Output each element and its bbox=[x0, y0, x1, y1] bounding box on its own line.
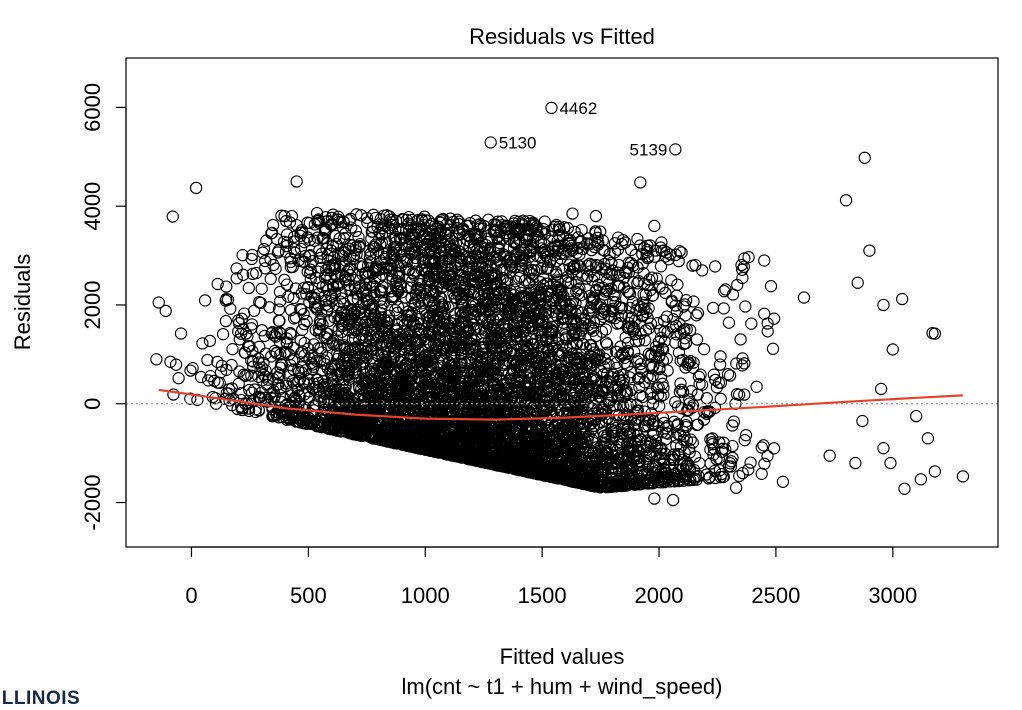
outlier-point bbox=[189, 181, 203, 195]
labeled-point bbox=[484, 136, 497, 149]
outlier-point bbox=[898, 482, 911, 495]
data-points bbox=[150, 101, 970, 507]
outlier-point bbox=[708, 260, 722, 273]
x-tick-label: 3000 bbox=[868, 583, 917, 608]
outlier-point bbox=[886, 343, 899, 356]
outlier-point bbox=[164, 355, 177, 368]
x-axis-label: Fitted values bbox=[500, 644, 625, 669]
chart-subtitle: lm(cnt ~ t1 + hum + wind_speed) bbox=[402, 674, 723, 699]
y-axis-label: Residuals bbox=[10, 254, 35, 351]
point-label: 4462 bbox=[559, 99, 597, 118]
labeled-point bbox=[669, 143, 682, 156]
outlier-point bbox=[166, 210, 179, 223]
outlier-point bbox=[150, 353, 163, 366]
point-labels: 4462 5130 5139 bbox=[499, 99, 668, 159]
outlier-point bbox=[589, 209, 603, 223]
x-tick-label: 2500 bbox=[751, 583, 800, 608]
x-tick-label: 500 bbox=[290, 583, 327, 608]
y-tick-label: 6000 bbox=[80, 83, 105, 132]
outlier-point bbox=[624, 256, 638, 270]
outlier-point bbox=[758, 254, 771, 267]
outlier-point bbox=[823, 449, 836, 462]
outlier-point bbox=[858, 151, 871, 164]
outlier-point bbox=[914, 473, 928, 486]
smoother-curve bbox=[158, 388, 963, 421]
outlier-point bbox=[776, 475, 790, 488]
outlier-point bbox=[666, 493, 680, 507]
outlier-point bbox=[926, 326, 939, 340]
point-label: 5130 bbox=[499, 133, 537, 152]
x-tick-label: 0 bbox=[185, 583, 197, 608]
outlier-point bbox=[884, 456, 897, 470]
y-axis: -2000 0 2000 4000 6000 bbox=[80, 83, 127, 531]
outlier-point bbox=[856, 414, 869, 428]
outlier-point bbox=[928, 465, 942, 478]
outlier-point bbox=[863, 244, 876, 257]
outlier-point bbox=[877, 298, 890, 312]
illinois-logo: ILLINOIS bbox=[0, 688, 81, 709]
y-tick-label: 2000 bbox=[80, 280, 105, 329]
outlier-point bbox=[566, 207, 579, 220]
bulk-points bbox=[167, 207, 781, 494]
x-tick-label: 1500 bbox=[518, 583, 567, 608]
outlier-point bbox=[928, 327, 942, 340]
x-tick-label: 2000 bbox=[635, 583, 684, 608]
outlier-point bbox=[634, 176, 647, 189]
outlier-point bbox=[910, 409, 923, 423]
outlier-point bbox=[290, 175, 303, 188]
y-tick-label: 0 bbox=[80, 398, 105, 410]
outlier-point bbox=[896, 292, 909, 306]
outlier-point bbox=[839, 194, 853, 207]
y-tick-label: -2000 bbox=[80, 474, 105, 530]
smoother-line bbox=[158, 388, 963, 421]
outlier-point bbox=[152, 296, 165, 309]
outlier-point bbox=[849, 456, 862, 470]
x-axis: 0 500 1000 1500 2000 2500 3000 bbox=[185, 546, 917, 608]
outlier-point bbox=[797, 291, 811, 304]
outlier-point bbox=[159, 304, 172, 318]
labeled-point bbox=[545, 101, 558, 115]
outlier-point bbox=[921, 432, 935, 445]
point-label: 5139 bbox=[630, 140, 668, 159]
outlier-point bbox=[874, 382, 888, 396]
outlier-point bbox=[956, 470, 970, 483]
y-tick-label: 4000 bbox=[80, 182, 105, 231]
x-tick-label: 1000 bbox=[401, 583, 450, 608]
outlier-point bbox=[851, 276, 864, 289]
chart-title: Residuals vs Fitted bbox=[469, 24, 655, 49]
outlier-point bbox=[648, 492, 661, 505]
outlier-point bbox=[730, 481, 743, 494]
outlier-point bbox=[877, 442, 890, 455]
outlier-point bbox=[648, 219, 661, 233]
